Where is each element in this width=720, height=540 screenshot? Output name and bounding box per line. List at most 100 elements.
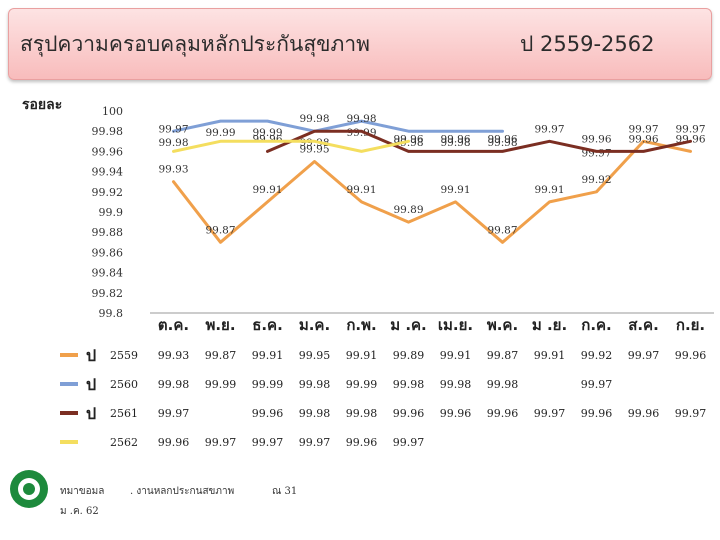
table-cell: 99.97 (675, 407, 707, 420)
y-tick-label: 99.92 (92, 186, 124, 199)
data-label-2560: 99.99 (205, 127, 235, 139)
y-tick-label: 99.86 (92, 246, 124, 259)
data-label-2561: 99.97 (158, 123, 188, 135)
data-label-2561: 99.98 (346, 113, 376, 125)
category-label: ก.ย. (676, 316, 705, 334)
legend-name-2560: 2560 (110, 378, 138, 391)
table-cell: 99.96 (675, 349, 707, 362)
data-label-2559: 99.89 (393, 204, 423, 216)
data-label-2561: 99.96 (628, 133, 658, 145)
category-label: พ.ย. (205, 316, 235, 334)
data-label-2559: 99.97 (628, 123, 658, 135)
series-line-2561 (266, 129, 692, 153)
y-tick-label: 99.94 (92, 166, 124, 179)
table-cell: 99.99 (346, 378, 378, 391)
table-cell: 99.97 (534, 407, 566, 420)
series-line-2560 (172, 119, 504, 133)
data-label-2559: 99.91 (440, 184, 470, 196)
table-cell: 99.96 (158, 436, 190, 449)
data-label-2559: 99.92 (581, 174, 611, 186)
table-cell: 99.96 (628, 407, 660, 420)
data-label-2559: 99.95 (299, 144, 329, 156)
data-label-2560: 99.98 (393, 137, 423, 149)
table-cell: 99.97 (299, 436, 331, 449)
table-cell: 99.93 (158, 349, 190, 362)
table-cell: 99.98 (487, 378, 519, 391)
table-cell: 99.91 (252, 349, 284, 362)
y-tick-label: 99.96 (92, 145, 124, 158)
table-cell: 99.97 (628, 349, 660, 362)
footer-date: ม .ค. 62 (60, 506, 99, 517)
table-cell: 99.96 (252, 407, 284, 420)
data-label-2561: 99.96 (487, 133, 517, 145)
table-cell: 99.98 (393, 378, 425, 391)
category-label: ก.พ. (346, 316, 376, 334)
data-label-2561: 99.96 (581, 133, 611, 145)
y-tick-label: 99.82 (92, 287, 124, 300)
table-cell: 99.89 (393, 349, 425, 362)
page-title: สรุปความครอบคลุมหลักประกันสุขภาพ (20, 32, 370, 56)
category-label: ม .ค. (390, 316, 427, 334)
data-label-2559: 99.91 (346, 184, 376, 196)
table-cell: 99.96 (440, 407, 472, 420)
table-cell: 99.92 (581, 349, 613, 362)
table-cell: 99.91 (534, 349, 566, 362)
table-cell: 99.98 (158, 378, 190, 391)
data-label-2559: 99.91 (534, 184, 564, 196)
category-label: ส.ค. (628, 316, 659, 334)
series-line-2559 (172, 139, 692, 244)
table-cell: 99.99 (205, 378, 237, 391)
table-cell: 99.98 (346, 407, 378, 420)
table-cell: 99.98 (440, 378, 472, 391)
data-label-2560: 99.98 (440, 137, 470, 149)
legend-name-2562: 2562 (110, 436, 138, 449)
table-cell: 99.91 (440, 349, 472, 362)
footer-agency: . งานหลกประกนสขภาพ (130, 486, 235, 497)
series-line-2562 (172, 139, 410, 153)
data-label-2561: 99.97 (534, 123, 564, 135)
data-label-2559: 99.87 (205, 224, 235, 236)
table-cell: 99.96 (393, 407, 425, 420)
y-tick-label: 99.9 (99, 206, 124, 219)
data-label-2561: 99.96 (252, 133, 282, 145)
legend-prefix: ป (86, 375, 96, 394)
data-label-2561: 99.96 (440, 133, 470, 145)
data-label-2561: 99.97 (675, 123, 705, 135)
y-tick-label: 100 (102, 105, 123, 118)
category-label: ต.ค. (158, 316, 189, 334)
table-cell: 99.95 (299, 349, 331, 362)
legend-name-2559: 2559 (110, 349, 138, 362)
table-cell: 99.97 (158, 407, 190, 420)
data-label-2560: 99.98 (487, 137, 517, 149)
y-tick-label: 99.8 (99, 307, 124, 320)
table-cell: 99.96 (346, 436, 378, 449)
table-cell: 99.98 (299, 378, 331, 391)
data-label-2560: 99.98 (158, 137, 188, 149)
data-label-2559: 99.93 (158, 164, 188, 176)
y-tick-label: 99.84 (92, 267, 124, 280)
category-label: เม.ย. (438, 316, 473, 334)
legend-name-2561: 2561 (110, 407, 138, 420)
data-label-2559: 99.87 (487, 224, 517, 236)
category-label: พ.ค. (487, 316, 518, 334)
page-title-years: ป 2559-2562 (520, 32, 655, 56)
table-cell: 99.87 (205, 349, 237, 362)
footer-as-of: ณ 31 (272, 486, 298, 497)
category-label: ธ.ค. (252, 316, 283, 334)
table-cell: 99.98 (299, 407, 331, 420)
data-label-2560: 99.99 (252, 127, 282, 139)
table-cell: 99.96 (581, 407, 613, 420)
table-cell: 99.97 (252, 436, 284, 449)
category-label: ก.ค. (581, 316, 612, 334)
data-label-2559: 99.91 (252, 184, 282, 196)
title-banner (8, 8, 712, 80)
legend-prefix: ป (86, 404, 96, 423)
y-axis-label: รอยละ (22, 97, 63, 113)
y-tick-label: 99.88 (92, 226, 124, 239)
y-tick-label: 99.98 (92, 125, 124, 138)
table-cell: 99.96 (487, 407, 519, 420)
table-cell: 99.87 (487, 349, 519, 362)
data-label-2561: 99.98 (299, 113, 329, 125)
ministry-logo (10, 470, 48, 508)
